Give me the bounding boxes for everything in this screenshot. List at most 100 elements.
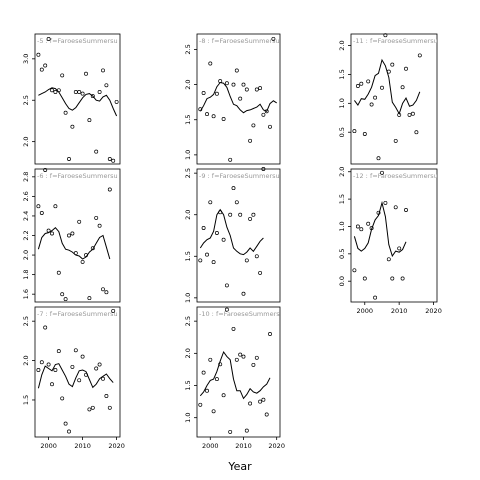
data-point bbox=[84, 253, 88, 258]
smooth-trend-line bbox=[199, 350, 271, 400]
y-tick-label: 2.5 bbox=[22, 316, 30, 326]
data-point bbox=[94, 215, 99, 220]
data-point bbox=[400, 276, 405, 281]
y-tick-label: 1.0 bbox=[184, 150, 192, 160]
data-point bbox=[390, 62, 395, 67]
data-point bbox=[56, 349, 61, 354]
data-point bbox=[264, 412, 269, 417]
data-point bbox=[268, 332, 272, 336]
data-point bbox=[383, 33, 388, 38]
data-point bbox=[60, 292, 65, 297]
data-point bbox=[258, 399, 263, 404]
y-tick-label: 2.0 bbox=[22, 136, 30, 146]
data-point bbox=[198, 258, 203, 263]
data-point bbox=[264, 109, 269, 114]
data-point bbox=[39, 211, 44, 215]
data-point bbox=[414, 130, 419, 135]
data-point bbox=[221, 117, 226, 121]
data-point bbox=[67, 157, 71, 161]
data-point bbox=[60, 396, 65, 401]
data-point bbox=[362, 276, 367, 281]
data-point bbox=[80, 354, 85, 359]
y-tick-label: 2.5 bbox=[184, 44, 192, 54]
data-point bbox=[104, 83, 109, 88]
data-point bbox=[77, 219, 82, 224]
data-point bbox=[104, 290, 109, 295]
data-point bbox=[241, 354, 246, 359]
data-point bbox=[53, 368, 58, 372]
x-tick-label: 2010 bbox=[74, 442, 91, 450]
data-point bbox=[404, 208, 408, 212]
x-tick-label: 2020 bbox=[425, 307, 442, 315]
data-point bbox=[87, 118, 92, 123]
y-tick-label: 1.0 bbox=[184, 293, 192, 303]
data-point bbox=[224, 307, 229, 312]
data-point bbox=[359, 227, 364, 232]
y-tick-label: 2.5 bbox=[184, 168, 192, 178]
data-point bbox=[369, 102, 374, 107]
data-point bbox=[56, 88, 61, 93]
data-point bbox=[63, 110, 68, 115]
data-point bbox=[87, 296, 92, 301]
data-point bbox=[251, 362, 256, 367]
panel-frame bbox=[350, 168, 438, 303]
data-point bbox=[231, 326, 236, 331]
data-point bbox=[50, 382, 54, 387]
data-point bbox=[46, 37, 51, 41]
data-point bbox=[355, 224, 360, 229]
data-point bbox=[228, 212, 233, 217]
panel-grid: -5 : f=FaroeseSummersu 2.0 2.5 3.0 -8 : f=Fa… bbox=[22, 33, 442, 450]
data-point bbox=[261, 167, 266, 171]
y-tick-label: 0.5 bbox=[338, 127, 346, 137]
panel-title: -5 : f=FaroeseSummersu bbox=[37, 37, 118, 45]
data-point bbox=[80, 259, 85, 264]
data-point bbox=[404, 66, 408, 71]
data-point bbox=[376, 156, 381, 161]
x-tick-label: 2000 bbox=[202, 442, 219, 450]
data-point bbox=[238, 352, 243, 357]
x-tick-label: 2010 bbox=[391, 307, 408, 315]
data-point bbox=[352, 268, 357, 273]
data-point bbox=[90, 246, 95, 251]
data-point bbox=[201, 226, 206, 230]
data-point bbox=[36, 204, 41, 209]
data-point bbox=[107, 157, 112, 161]
data-point bbox=[218, 362, 223, 367]
y-tick-label: 2.0 bbox=[338, 167, 346, 177]
data-point bbox=[224, 283, 229, 288]
data-point bbox=[251, 123, 256, 128]
y-tick-label: 1.5 bbox=[338, 194, 346, 204]
data-point bbox=[36, 52, 41, 57]
data-point bbox=[417, 53, 422, 58]
data-point bbox=[43, 168, 48, 172]
data-point bbox=[231, 186, 236, 191]
y-tick-label: 1.5 bbox=[184, 115, 192, 125]
smooth-trend-line bbox=[353, 200, 407, 258]
facet-panel: -8 : f=FaroeseSummersu 1.0 1.5 2.0 2.5 bbox=[184, 33, 281, 165]
data-point bbox=[248, 138, 253, 143]
data-point bbox=[261, 112, 266, 117]
data-point bbox=[254, 254, 259, 259]
data-point bbox=[234, 68, 239, 73]
data-point bbox=[261, 397, 266, 402]
facet-panel: -10 : f=FaroeseSummersu 1.0 1.5 2.0 2.5 2000 2… bbox=[184, 306, 285, 450]
data-point bbox=[228, 157, 233, 162]
data-point bbox=[214, 231, 219, 235]
panel-title: -10 : f=FaroeseSummersu bbox=[199, 310, 284, 318]
data-point bbox=[386, 69, 391, 74]
data-point bbox=[63, 421, 68, 426]
facet-panel: -7 : f=FaroeseSummersu 1.5 2.0 2.5 2000 2010 2… bbox=[22, 306, 125, 450]
y-tick-label: 2.0 bbox=[22, 250, 30, 260]
panel-frame bbox=[34, 33, 121, 165]
data-point bbox=[70, 124, 75, 129]
data-point bbox=[271, 36, 276, 41]
data-point bbox=[205, 388, 209, 393]
data-point bbox=[248, 216, 253, 221]
data-point bbox=[352, 129, 357, 134]
data-point bbox=[380, 170, 384, 175]
data-point bbox=[244, 87, 249, 92]
panel-frame bbox=[34, 168, 121, 303]
data-point bbox=[84, 372, 88, 377]
facet-panel: -6 : f=FaroeseSummersu 1.6 1.8 2.0 2.2 2.4 2.6… bbox=[22, 168, 121, 303]
